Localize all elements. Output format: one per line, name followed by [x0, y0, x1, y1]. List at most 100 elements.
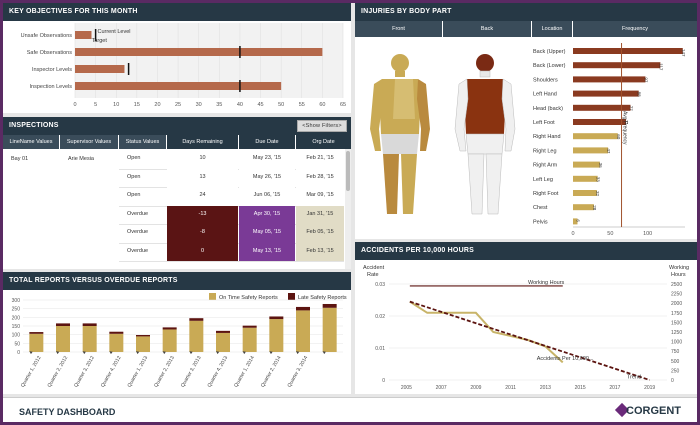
reports-title: TOTAL REPORTS VERSUS OVERDUE REPORTS: [3, 272, 351, 290]
right-y-tick-label: 1500: [671, 320, 682, 326]
org-date-cell: Mar 09, '15: [296, 187, 344, 206]
right-y-tick-label: 1000: [671, 340, 682, 346]
frequency-bar: [573, 218, 578, 225]
x-tick-label: 25: [175, 102, 181, 108]
y-tick-label: 50: [14, 341, 20, 347]
frequency-bar: [573, 190, 597, 196]
x-tick-label: Quarter 3, 2013: [180, 355, 203, 389]
late-bar: [136, 335, 150, 337]
x-tick-label: Quarter 1, 2014: [233, 355, 256, 389]
current-level-bar: [75, 82, 282, 90]
ontime-bar: [322, 307, 337, 352]
column-header[interactable]: Days Remaining: [167, 135, 238, 149]
table-scrollbar[interactable]: [345, 149, 351, 269]
due-date-cell: Jun 06, '15: [239, 187, 295, 206]
back-header: Back: [443, 21, 531, 37]
x-tick-label: 2011: [505, 385, 516, 391]
brand-name: CORGENT: [626, 405, 681, 417]
late-bar: [189, 318, 204, 321]
x-tick-label: 60: [319, 102, 325, 108]
reports-chart: On Time Safety Reports Late Safety Report…: [12, 293, 347, 389]
y-tick-label: 200: [12, 315, 21, 321]
frequency-value: 77: [628, 106, 633, 112]
accident-rate-line: [409, 300, 564, 364]
due-date-cell: May 13, '15: [239, 242, 295, 261]
right-y-tick-label: 0: [671, 378, 674, 384]
late-legend-swatch: [288, 293, 295, 300]
org-date-cell: Feb 21, '15: [296, 150, 344, 169]
scrollbar-thumb[interactable]: [346, 151, 350, 191]
days-remaining-cell: 0: [167, 242, 238, 261]
status-cell: Overdue: [127, 247, 149, 254]
supervisor-cell: Arie Mesia: [68, 156, 94, 162]
x-tick-mark: ▲: [27, 349, 35, 356]
ontime-bar: [109, 333, 124, 352]
status-cell: Overdue: [127, 210, 149, 217]
frequency-value: 47: [606, 148, 611, 154]
status-cell: Open: [127, 192, 141, 198]
x-tick-label: 30: [196, 102, 202, 108]
days-remaining-cell: 13: [167, 168, 238, 187]
column-header[interactable]: Org Date: [296, 135, 351, 149]
inspections-table: LineName Values Supervisor Values Status V…: [3, 135, 351, 269]
y-tick-label: 100: [12, 333, 21, 339]
frequency-value: 97: [643, 77, 648, 83]
column-header[interactable]: Supervisor Values: [60, 135, 118, 149]
x-tick-mark: ▲: [267, 349, 275, 356]
x-tick-label: 40: [237, 102, 243, 108]
ontime-bar: [136, 336, 150, 352]
body-part-label: Back (Upper): [533, 49, 566, 55]
frequency-bar: [573, 90, 639, 97]
ontime-legend-label: On Time Safety Reports: [219, 295, 278, 301]
left-y-tick-label: 0.01: [375, 346, 385, 352]
working-hours-label: Working Hours: [528, 280, 565, 286]
frequency-value: 32: [595, 191, 600, 197]
frequency-bar: [573, 62, 661, 69]
x-tick-label: 35: [216, 102, 222, 108]
current-level-bar: [75, 48, 323, 56]
org-date-cell: Feb 05, '15: [296, 224, 344, 243]
left-axis-title-2: Rate: [367, 272, 379, 278]
status-cell: Open: [127, 155, 141, 161]
ontime-bar: [216, 332, 230, 352]
x-tick-label: 50: [278, 102, 284, 108]
x-tick-mark: ▲: [187, 349, 195, 356]
column-header[interactable]: Status Values: [119, 135, 166, 149]
objective-label: Unsafe Observations: [21, 33, 73, 39]
left-y-tick-label: 0.03: [375, 282, 385, 288]
inspections-title: INSPECTIONS <Show Filters>: [3, 117, 351, 135]
objective-label: Inspection Levels: [30, 84, 73, 90]
status-cell: Open: [127, 173, 141, 180]
injuries-chart: Back (Upper) 147 Back (Lower) 117 Shoulders 9…: [533, 43, 686, 237]
body-part-label: Left Hand: [533, 92, 557, 98]
right-y-tick-label: 2250: [671, 292, 682, 298]
x-tick-mark: ▲: [80, 349, 88, 356]
body-part-label: Right Foot: [533, 191, 559, 197]
footer: SAFETY DASHBOARD CORGENT: [3, 397, 697, 422]
injuries-panel: INJURIES BY BODY PART Front Back Locatio…: [355, 3, 697, 239]
x-tick-label: 2019: [644, 385, 655, 391]
late-bar: [322, 303, 337, 308]
x-tick-label: 10: [113, 102, 119, 108]
right-y-tick-label: 250: [671, 368, 680, 374]
objectives-chart: 0 5 10 15 20 25 30 35 40 45 50 55 60 65 Unsafe Observa…: [21, 23, 346, 108]
frequency-bar: [573, 161, 600, 168]
days-remaining-cell: -13: [167, 205, 238, 224]
objective-label: Safe Observations: [27, 50, 72, 56]
x-tick-label: Quarter 4, 2013: [207, 355, 230, 389]
column-header[interactable]: LineName Values: [3, 135, 59, 149]
x-tick-label: 2017: [609, 385, 620, 391]
y-tick-label: 300: [12, 298, 21, 304]
frequency-bar: [573, 76, 646, 83]
accidents-panel: ACCIDENTS PER 10,000 HOURS Accident Rate W…: [355, 242, 697, 394]
ontime-bar: [296, 310, 310, 352]
injuries-title: INJURIES BY BODY PART: [355, 3, 697, 21]
due-date-cell: May 05, '15: [239, 224, 295, 243]
trend-line: [409, 300, 650, 381]
x-tick-label: 2007: [436, 385, 447, 391]
column-header[interactable]: Due Date: [239, 135, 295, 149]
show-filters-button[interactable]: <Show Filters>: [297, 120, 347, 132]
inspections-panel: INSPECTIONS <Show Filters> LineName Valu…: [3, 117, 351, 269]
right-y-tick-label: 2000: [671, 301, 682, 307]
x-tick-label: 2013: [540, 385, 551, 391]
